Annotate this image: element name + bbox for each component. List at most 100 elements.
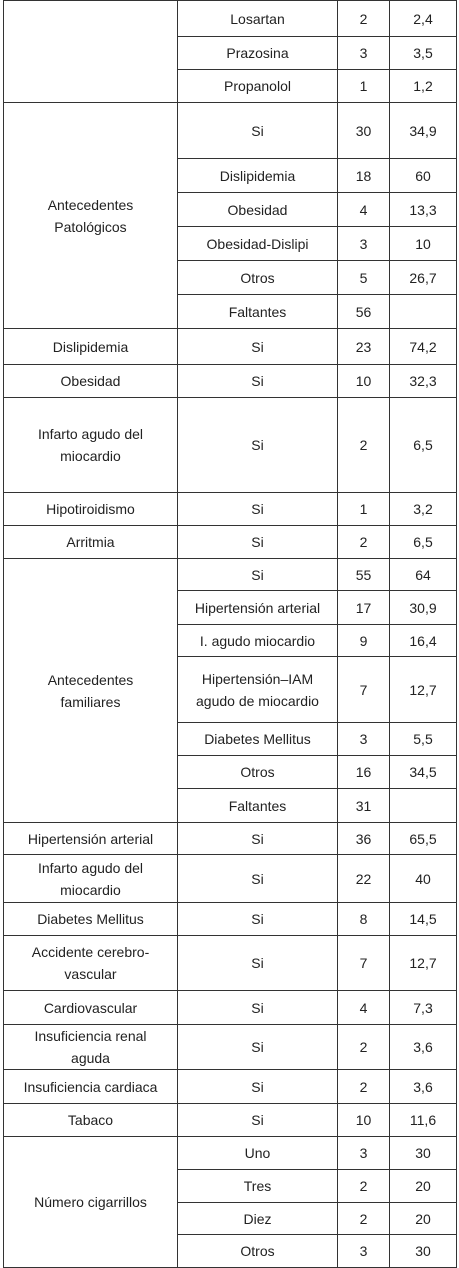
percent-cell: 6,5: [389, 525, 457, 559]
table-row: Otros 16 34,5: [4, 755, 457, 789]
category-cell: Obesidad: [177, 192, 338, 227]
table-row: Obesidad-Dislipi 3 10: [4, 226, 457, 261]
count-cell: 1: [337, 492, 390, 526]
percent-cell: 32,3: [389, 364, 457, 398]
group-label: Antecedentes Patológicos: [3, 102, 178, 329]
count-cell: 10: [337, 364, 390, 398]
percent-cell: 2,4: [389, 0, 457, 37]
category-cell: Hipertensión–IAM agudo de miocardio: [177, 656, 338, 723]
table-row: Infarto agudo del miocardio Si 2 6,5: [3, 397, 457, 493]
percent-cell: 3,2: [389, 492, 457, 526]
table-row: Dislipidemia 18 60: [4, 158, 457, 193]
percent-cell: 26,7: [389, 260, 457, 295]
category-cell: Si: [177, 854, 338, 903]
percent-cell: 20: [389, 1202, 457, 1235]
category-cell: Hipertensión arterial: [177, 590, 338, 625]
percent-cell: 3,5: [389, 36, 457, 70]
category-cell: Si: [177, 990, 338, 1025]
category-cell: Dislipidemia: [177, 158, 338, 193]
table-row: Losartan 2 2,4: [3, 0, 457, 103]
percent-cell: 7,3: [389, 990, 457, 1025]
table-row: Infarto agudo del miocardio Si 22 40: [3, 854, 457, 903]
group-label: Diabetes Mellitus: [3, 902, 178, 936]
table-row: Faltantes 56: [4, 294, 457, 329]
category-cell: I. agudo miocardio: [177, 624, 338, 657]
percent-cell: [389, 294, 457, 329]
table-row: Tabaco Si 10 11,6: [3, 1103, 457, 1137]
count-cell: 36: [337, 822, 390, 855]
category-cell: Faltantes: [177, 788, 338, 823]
category-cell: Obesidad-Dislipi: [177, 226, 338, 261]
group-label: Hipertensión arterial: [3, 822, 178, 855]
group-label: Accidente cerebro-vascular: [3, 935, 178, 991]
table-row: Prazosina 3 3,5: [4, 36, 457, 70]
table-row: Accidente cerebro-vascular Si 7 12,7: [3, 935, 457, 991]
group-label: Tabaco: [3, 1103, 178, 1137]
category-cell: Si: [177, 935, 338, 991]
group-label: Número cigarrillos: [3, 1136, 178, 1268]
count-cell: 3: [337, 722, 390, 756]
percent-cell: 34,5: [389, 755, 457, 789]
table-row: Faltantes 31: [4, 788, 457, 823]
category-cell: Otros: [177, 260, 338, 295]
table-row: Arritmia Si 2 6,5: [3, 525, 457, 559]
table-row: Obesidad Si 10 32,3: [3, 364, 457, 398]
count-cell: 2: [337, 1069, 390, 1104]
count-cell: 9: [337, 624, 390, 657]
count-cell: 31: [337, 788, 390, 823]
percent-cell: 30,9: [389, 590, 457, 625]
percent-cell: 13,3: [389, 192, 457, 227]
group-label: Insuficiencia cardiaca: [3, 1069, 178, 1104]
percent-cell: 30: [389, 1136, 457, 1170]
category-cell: Si: [177, 1069, 338, 1104]
category-cell: Si: [177, 102, 338, 159]
count-cell: 2: [337, 525, 390, 559]
group-label: Cardiovascular: [3, 990, 178, 1025]
category-cell: Otros: [177, 1234, 338, 1268]
percent-cell: 65,5: [389, 822, 457, 855]
count-cell: 2: [337, 1024, 390, 1070]
category-cell: Tres: [177, 1169, 338, 1203]
count-cell: 8: [337, 902, 390, 936]
count-cell: 7: [337, 656, 390, 723]
group-label: Hipotiroidismo: [3, 492, 178, 526]
category-cell: Si: [177, 902, 338, 936]
category-cell: Prazosina: [177, 36, 338, 70]
percent-cell: 40: [389, 854, 457, 903]
table-row: Dislipidemia Si 23 74,2: [3, 328, 457, 365]
count-cell: 23: [337, 328, 390, 365]
count-cell: 3: [337, 1136, 390, 1170]
category-cell: Si: [177, 1024, 338, 1070]
count-cell: 18: [337, 158, 390, 193]
percent-cell: 1,2: [389, 69, 457, 103]
category-cell: Diabetes Mellitus: [177, 722, 338, 756]
group-label: Antecedentes familiares: [3, 558, 178, 823]
percent-cell: 14,5: [389, 902, 457, 936]
percent-cell: 11,6: [389, 1103, 457, 1137]
category-cell: Si: [177, 525, 338, 559]
count-cell: 2: [337, 397, 390, 493]
group-label: Obesidad: [3, 364, 178, 398]
count-cell: 55: [337, 558, 390, 591]
table-row: Insuficiencia renal aguda Si 2 3,6: [3, 1024, 457, 1070]
group-label: [3, 0, 178, 103]
count-cell: 2: [337, 0, 390, 37]
table-row: Hipertensión–IAM agudo de miocardio 7 12,7: [4, 656, 457, 723]
category-cell: Propanolol: [177, 69, 338, 103]
percent-cell: 16,4: [389, 624, 457, 657]
category-cell: Si: [177, 558, 338, 591]
table-row: I. agudo miocardio 9 16,4: [4, 624, 457, 657]
table-row: Número cigarrillos Uno 3 30: [3, 1136, 457, 1268]
table-row: Hipertensión arterial Si 36 65,5: [3, 822, 457, 855]
table-row: Obesidad 4 13,3: [4, 192, 457, 227]
category-cell: Si: [177, 492, 338, 526]
table-row: Diez 2 20: [4, 1202, 457, 1235]
percent-cell: 74,2: [389, 328, 457, 365]
table-row: Otros 5 26,7: [4, 260, 457, 295]
count-cell: 22: [337, 854, 390, 903]
table-row: Antecedentes familiares Si 55 64: [3, 558, 457, 823]
percent-cell: 5,5: [389, 722, 457, 756]
group-label: Infarto agudo del miocardio: [3, 397, 178, 493]
table-row: Cardiovascular Si 4 7,3: [3, 990, 457, 1025]
table-row: Tres 2 20: [4, 1169, 457, 1203]
